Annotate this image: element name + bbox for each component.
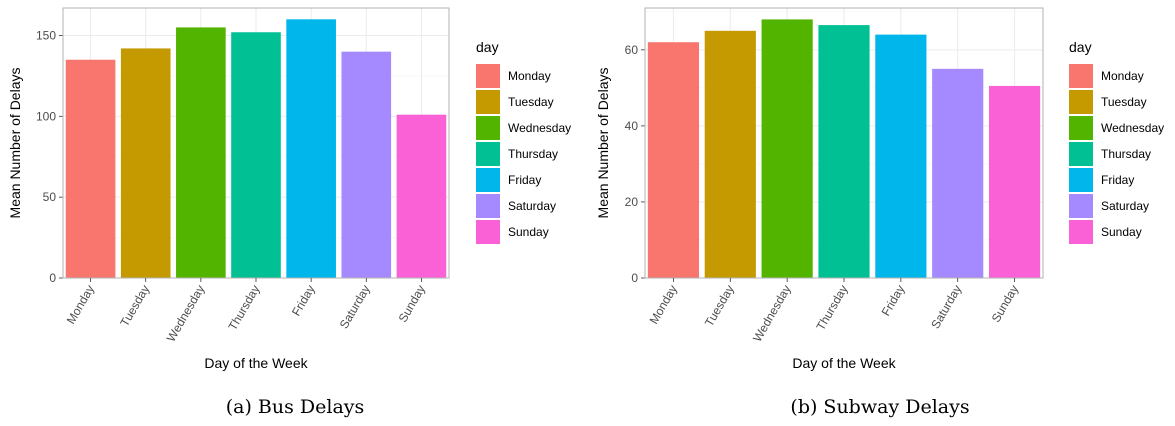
x-axis-title: Day of the Week [792,355,896,371]
x-tick-label-monday: Monday [64,283,97,327]
legend-key-tuesday [476,90,500,114]
bar-friday [875,34,927,278]
bar-friday [286,19,336,279]
x-tick-label-thursday: Thursday [225,283,262,333]
legend-label-monday: Monday [1101,69,1144,83]
x-tick-label-wednesday: Wednesday [164,283,208,345]
y-axis-title: Mean Number of Delays [7,68,23,219]
legend-key-sunday [1069,220,1093,244]
legend-label-monday: Monday [508,69,551,83]
bar-thursday [231,32,281,278]
bar-wednesday [761,19,813,279]
legend-key-wednesday [476,116,500,140]
legend-key-friday [1069,168,1093,192]
legend-label-saturday: Saturday [1101,199,1149,213]
legend-key-friday [476,168,500,192]
bar-tuesday [704,30,756,279]
bar-saturday [932,68,984,279]
legend-label-sunday: Sunday [508,225,549,239]
legend-label-sunday: Sunday [1101,225,1142,239]
y-tick-label: 40 [625,119,639,133]
legend-key-thursday [1069,142,1093,166]
legend-label-tuesday: Tuesday [1101,95,1147,109]
legend-key-monday [476,64,500,88]
legend-title: day [1069,39,1092,55]
bar-saturday [341,51,392,278]
bar-wednesday [176,27,226,278]
legend-title: day [476,39,499,55]
legend-key-sunday [476,220,500,244]
bus-delays-chart: 0 50 100 150 Monday Tuesday Wednesday Thursday F… [7,7,571,371]
legend-key-monday [1069,64,1093,88]
legend-key-tuesday [1069,90,1093,114]
y-tick-label: 20 [625,195,639,209]
bar-sunday [396,114,447,278]
bar-monday [647,42,700,278]
x-tick-label-saturday: Saturday [928,283,964,332]
caption-bus: (a) Bus Delays [225,396,365,418]
x-tick-label-tuesday: Tuesday [117,283,152,329]
x-tick-label-friday: Friday [289,283,318,319]
x-tick-label-tuesday: Tuesday [702,283,737,329]
x-tick-label-sunday: Sunday [989,283,1021,325]
x-tick-label-monday: Monday [647,283,680,327]
x-axis-title: Day of the Week [204,355,308,371]
caption-subway: (b) Subway Delays [790,396,970,418]
legend-label-thursday: Thursday [508,147,558,161]
y-tick-label: 60 [625,43,639,57]
legend-label-friday: Friday [1101,173,1134,187]
legend-key-saturday [1069,194,1093,218]
legend-key-thursday [476,142,500,166]
legend-label-friday: Friday [508,173,541,187]
x-tick-label-sunday: Sunday [396,283,428,325]
x-tick-label-thursday: Thursday [813,283,850,333]
legend-label-wednesday: Wednesday [508,121,571,135]
y-tick-label: 0 [631,271,638,285]
x-tick-label-saturday: Saturday [337,283,373,332]
y-axis-title: Mean Number of Delays [595,68,611,219]
y-tick-label: 50 [43,190,57,204]
subway-delays-chart: 0 20 40 60 Monday Tuesday Wednesday Thursday Fri… [595,7,1164,371]
legend-label-saturday: Saturday [508,199,556,213]
legend-label-wednesday: Wednesday [1101,121,1164,135]
legend-label-thursday: Thursday [1101,147,1151,161]
x-tick-label-friday: Friday [879,283,908,319]
bar-sunday [988,85,1041,278]
bar-tuesday [120,48,171,279]
y-tick-label: 0 [49,271,56,285]
bar-monday [65,59,116,278]
legend-key-wednesday [1069,116,1093,140]
y-tick-label: 100 [36,109,56,123]
legend-key-saturday [476,194,500,218]
bar-thursday [818,25,870,279]
y-tick-label: 150 [36,28,56,42]
x-tick-label-wednesday: Wednesday [750,283,794,345]
legend-label-tuesday: Tuesday [508,95,554,109]
